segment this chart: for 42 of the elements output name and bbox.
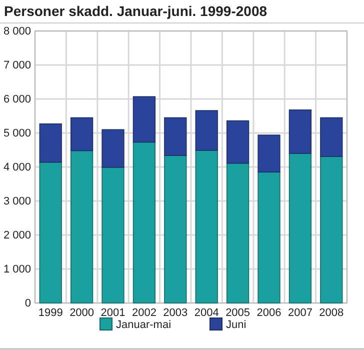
legend-label: Juni: [226, 319, 246, 331]
x-tick-label: 2004: [194, 306, 219, 319]
bar: [258, 172, 280, 304]
y-tick-label: 7 000: [3, 60, 31, 72]
bar: [258, 134, 280, 172]
bar: [70, 117, 94, 152]
x-tick-label: 2007: [288, 306, 312, 319]
x-tick-label: 2003: [163, 306, 188, 319]
x-tick-label: 2002: [132, 306, 156, 319]
x-tick-label: 2001: [100, 306, 126, 319]
y-tick-label: 3 000: [3, 196, 31, 208]
bar: [195, 150, 218, 304]
x-tick-label: 2008: [319, 306, 344, 319]
bar: [132, 142, 156, 304]
y-tick-label: 8 000: [3, 26, 31, 38]
bar: [288, 109, 312, 154]
x-tick-label: 1999: [38, 306, 63, 319]
bar: [164, 117, 187, 156]
bar: [195, 110, 218, 151]
bar: [70, 150, 94, 304]
bar: [132, 96, 156, 143]
bar: [39, 123, 62, 163]
legend-label: Januar-mai: [116, 319, 172, 331]
bar: [102, 129, 124, 168]
y-tick-label: 2 000: [3, 230, 31, 242]
bar: [226, 162, 250, 304]
y-tick-label: 5 000: [3, 128, 31, 140]
x-tick-label: 2000: [70, 306, 94, 319]
y-tick-label: 1 000: [3, 264, 31, 276]
bar: [320, 156, 343, 304]
x-tick-label: 2006: [256, 306, 282, 319]
bar: [164, 155, 187, 304]
y-tick-label: 6 000: [3, 94, 31, 106]
bar: [288, 153, 312, 304]
bar: [226, 120, 250, 164]
bar: [39, 162, 62, 304]
chart-title: Personer skadd. Januar-juni. 1999-2008: [4, 3, 268, 19]
y-tick-label: 0: [24, 298, 31, 310]
y-tick-label: 4 000: [3, 162, 31, 174]
bar: [102, 166, 124, 304]
bar: [320, 117, 343, 157]
x-tick-label: 2005: [226, 306, 250, 319]
